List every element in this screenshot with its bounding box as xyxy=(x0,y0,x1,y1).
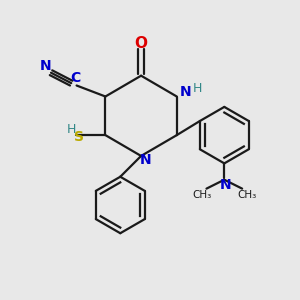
Text: N: N xyxy=(220,178,232,192)
Text: O: O xyxy=(135,35,148,50)
Text: H: H xyxy=(192,82,202,95)
Text: N: N xyxy=(179,85,191,99)
Text: N: N xyxy=(40,59,52,73)
Text: S: S xyxy=(74,130,84,144)
Text: H: H xyxy=(67,123,76,136)
Text: CH₃: CH₃ xyxy=(192,190,212,200)
Text: CH₃: CH₃ xyxy=(237,190,256,200)
Text: N: N xyxy=(140,153,152,167)
Text: C: C xyxy=(70,71,80,85)
